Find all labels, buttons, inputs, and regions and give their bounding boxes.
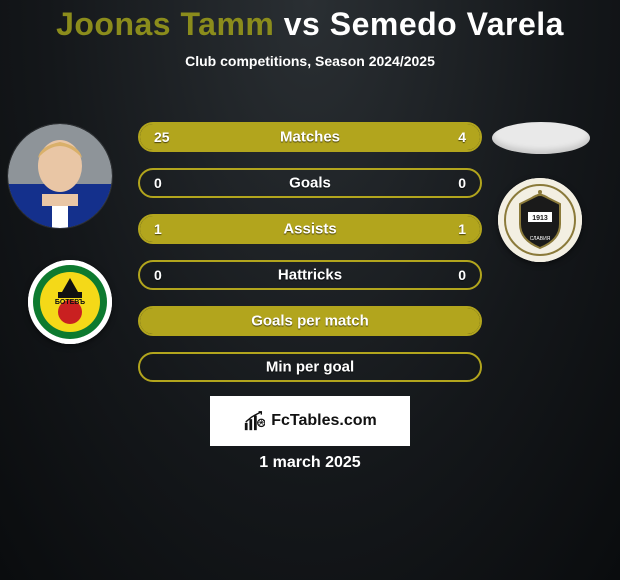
stat-row: Hattricks0 0 (138, 260, 482, 290)
stats-chart: Matches254Goals00Assists11Hattricks00Goa… (138, 122, 482, 398)
watermark-text: FcTables.com (271, 412, 377, 430)
stat-label: Hattricks (140, 267, 480, 284)
subtitle: Club competitions, Season 2024/2025 (0, 53, 620, 69)
club-badge-right: 1913 СЛАВИЯ (498, 178, 582, 262)
comparison-card: Joonas Tamm vs Semedo Varela Club compet… (0, 0, 620, 580)
stat-row: Min per goal (138, 352, 482, 382)
player-photo-right-placeholder (492, 122, 590, 154)
stat-value-left: 0 (154, 175, 162, 191)
svg-text:СЛАВИЯ: СЛАВИЯ (530, 236, 551, 242)
stat-row: Matches25 4 (138, 122, 482, 152)
stat-label: Min per goal (140, 359, 480, 376)
stat-value-left: 1 (154, 221, 162, 237)
club-badge-left: БОТЕВЪ (28, 260, 112, 344)
stat-value-right: 0 (458, 267, 466, 283)
stat-value-right: 4 (458, 129, 466, 145)
stat-label: Matches (140, 129, 480, 146)
stat-value-right: 0 (458, 175, 466, 191)
stat-value-left: 25 (154, 129, 170, 145)
title-player-left: Joonas Tamm (56, 6, 274, 42)
comparison-date: 1 march 2025 (0, 454, 620, 472)
title-vs: vs (284, 6, 321, 42)
page-title: Joonas Tamm vs Semedo Varela (0, 6, 620, 43)
svg-text:БОТЕВЪ: БОТЕВЪ (55, 299, 85, 306)
fctables-watermark: FcTables.com (210, 396, 410, 446)
stat-row: Assists1 1 (138, 214, 482, 244)
stat-label: Assists (140, 221, 480, 238)
title-player-right: Semedo Varela (330, 6, 564, 42)
stat-row: Goals per match (138, 306, 482, 336)
svg-text:1913: 1913 (532, 215, 548, 222)
stat-row: Goals0 0 (138, 168, 482, 198)
stat-value-right: 1 (458, 221, 466, 237)
stat-value-left: 0 (154, 267, 162, 283)
player-photo-left (8, 124, 112, 228)
stat-label: Goals (140, 175, 480, 192)
fctables-logo-icon (243, 410, 265, 432)
stat-label: Goals per match (140, 313, 480, 330)
